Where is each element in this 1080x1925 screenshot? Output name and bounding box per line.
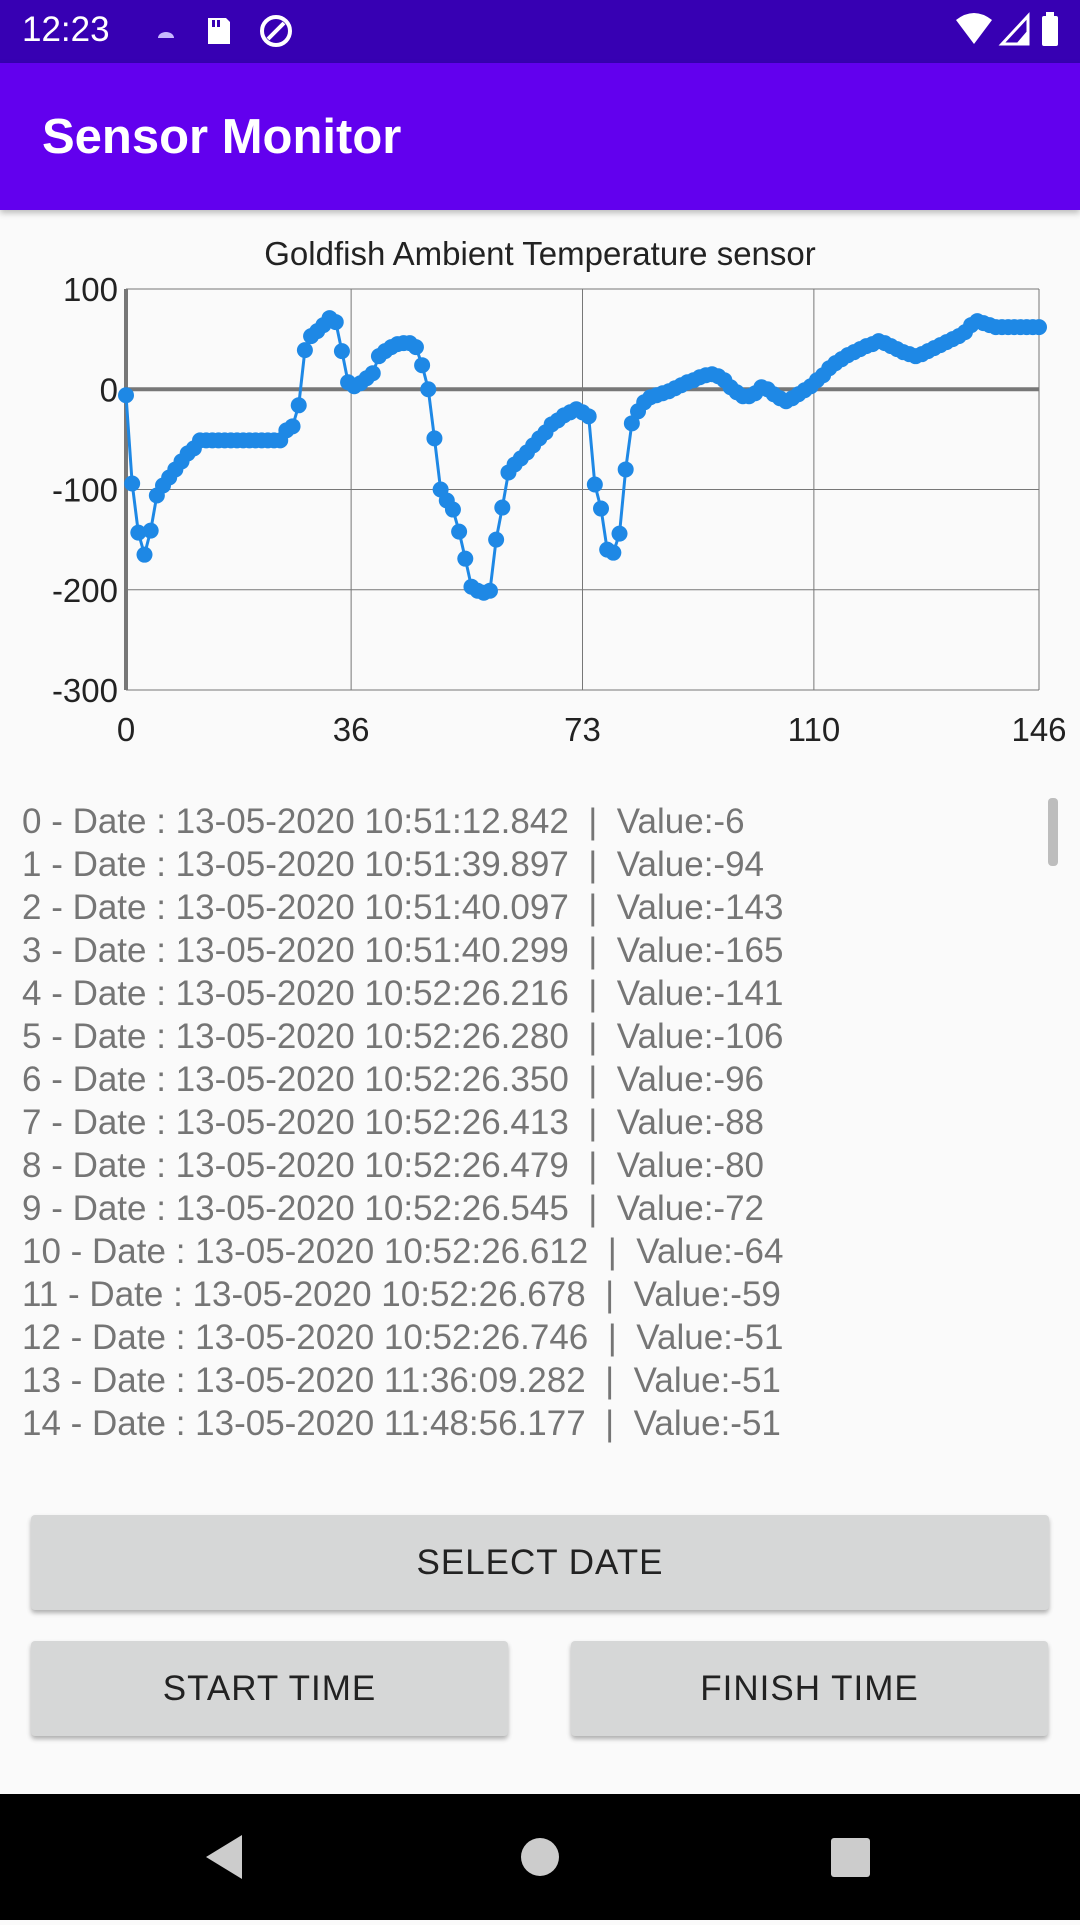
data-point — [488, 531, 505, 548]
data-point — [1031, 319, 1047, 336]
status-time: 12:23 — [22, 10, 110, 49]
data-point — [593, 500, 610, 517]
data-point — [124, 475, 141, 492]
signal-icon — [998, 12, 1030, 46]
weather-icon — [158, 32, 174, 38]
data-point — [130, 524, 147, 541]
x-tick-label: 0 — [117, 711, 135, 748]
data-point — [611, 525, 628, 542]
log-entry: 14 - Date : 13-05-2020 11:48:56.177 | Va… — [22, 1404, 781, 1443]
select-date-button[interactable]: SELECT DATE — [31, 1515, 1049, 1610]
start-time-button[interactable]: START TIME — [31, 1641, 508, 1736]
app-title: Sensor Monitor — [42, 110, 402, 164]
sensor-log-list[interactable]: 0 - Date : 13-05-2020 10:51:12.842 | Val… — [22, 800, 1042, 1460]
battery-icon — [1042, 12, 1058, 46]
chart-title: Goldfish Ambient Temperature sensor — [264, 235, 816, 272]
x-tick-label: 146 — [1011, 711, 1066, 748]
log-entry: 3 - Date : 13-05-2020 10:51:40.299 | Val… — [22, 931, 784, 970]
system-icons — [956, 12, 1058, 46]
log-entry: 2 - Date : 13-05-2020 10:51:40.097 | Val… — [22, 888, 784, 927]
x-tick-label: 36 — [333, 711, 370, 748]
temperature-chart[interactable]: Goldfish Ambient Temperature sensor 0 36 7… — [0, 220, 1080, 760]
sync-icon — [260, 15, 292, 47]
data-point — [444, 501, 461, 518]
data-point — [136, 546, 153, 563]
notification-icons — [158, 15, 292, 47]
back-icon[interactable] — [206, 1835, 242, 1879]
app-bar: Sensor Monitor — [0, 63, 1080, 210]
chart-plot: 0 36 73 110 146 100 0 -100 -200 -300 — [52, 271, 1067, 748]
log-entry: 10 - Date : 13-05-2020 10:52:26.612 | Va… — [22, 1232, 784, 1271]
log-entry: 1 - Date : 13-05-2020 10:51:39.897 | Val… — [22, 845, 765, 884]
log-entry: 5 - Date : 13-05-2020 10:52:26.280 | Val… — [22, 1017, 784, 1056]
log-entry: 11 - Date : 13-05-2020 10:52:26.678 | Va… — [22, 1275, 781, 1314]
log-entry: 9 - Date : 13-05-2020 10:52:26.545 | Val… — [22, 1189, 765, 1228]
data-point — [407, 339, 424, 356]
log-entry: 4 - Date : 13-05-2020 10:52:26.216 | Val… — [22, 974, 784, 1013]
log-entry: 13 - Date : 13-05-2020 11:36:09.282 | Va… — [22, 1361, 781, 1400]
data-point — [580, 408, 597, 425]
data-point — [290, 397, 307, 414]
scrollbar-thumb[interactable] — [1048, 798, 1058, 866]
recents-icon[interactable] — [831, 1838, 870, 1877]
y-tick-label: 0 — [100, 371, 118, 408]
status-bar: 12:23 — [0, 0, 1080, 63]
data-point — [333, 343, 350, 360]
data-point — [605, 544, 622, 561]
data-point — [327, 314, 344, 331]
log-entry: 7 - Date : 13-05-2020 10:52:26.413 | Val… — [22, 1103, 765, 1142]
data-point — [457, 550, 474, 567]
data-point — [494, 499, 511, 516]
navigation-bar — [0, 1794, 1080, 1920]
y-tick-label: 100 — [63, 271, 118, 308]
data-point — [623, 415, 640, 432]
data-point — [296, 342, 313, 359]
data-point — [426, 430, 443, 447]
log-entry: 6 - Date : 13-05-2020 10:52:26.350 | Val… — [22, 1060, 765, 1099]
log-entry: 12 - Date : 13-05-2020 10:52:26.746 | Va… — [22, 1318, 784, 1357]
finish-time-button[interactable]: FINISH TIME — [571, 1641, 1048, 1736]
data-point — [414, 357, 431, 374]
data-point — [364, 365, 381, 382]
data-point — [142, 522, 159, 539]
data-point — [284, 418, 301, 435]
data-point — [617, 461, 634, 478]
y-tick-label: -200 — [52, 572, 118, 609]
x-tick-label: 110 — [788, 711, 841, 748]
data-point — [481, 582, 498, 599]
y-tick-label: -300 — [52, 672, 118, 709]
y-tick-label: -100 — [52, 472, 118, 509]
wifi-icon — [956, 13, 992, 44]
data-point — [451, 523, 468, 540]
x-tick-label: 73 — [564, 711, 601, 748]
log-entry: 8 - Date : 13-05-2020 10:52:26.479 | Val… — [22, 1146, 765, 1185]
data-point — [586, 476, 603, 493]
data-point — [118, 387, 134, 404]
sd-card-icon — [208, 18, 230, 44]
log-entry: 0 - Date : 13-05-2020 10:51:12.842 | Val… — [22, 802, 745, 841]
data-point — [420, 381, 437, 398]
home-icon[interactable] — [521, 1838, 559, 1876]
